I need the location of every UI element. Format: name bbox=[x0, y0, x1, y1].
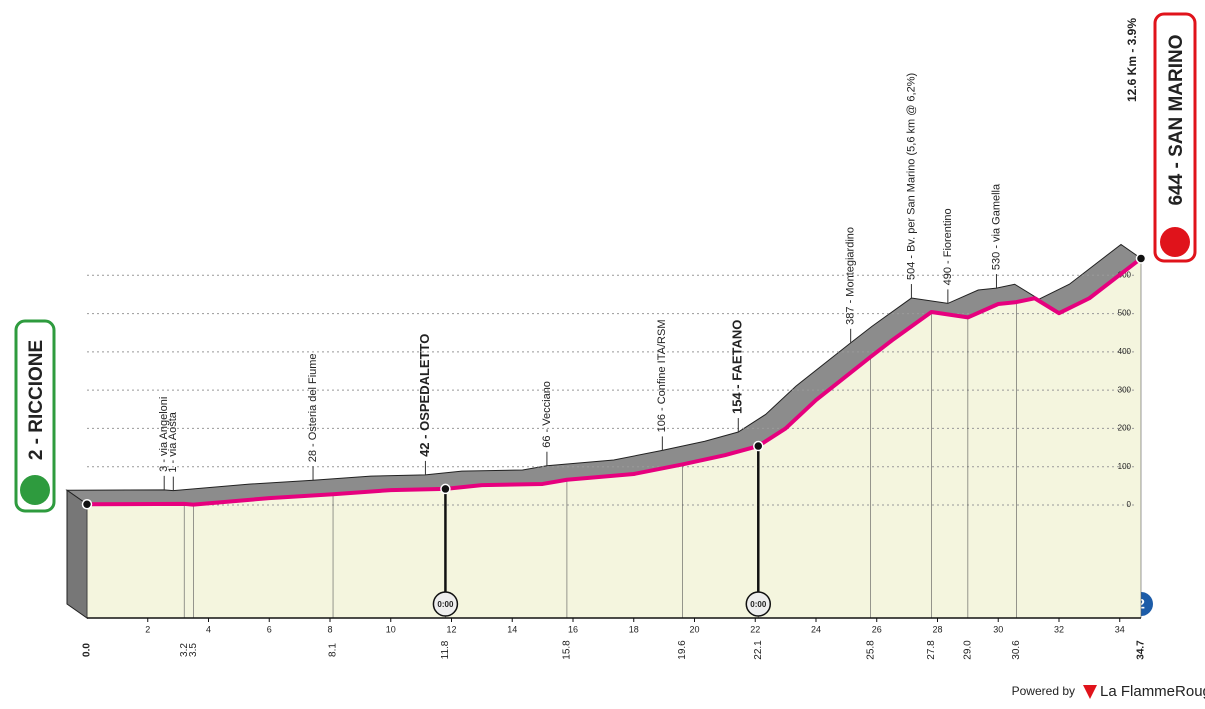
x-tick-label: 30 bbox=[993, 624, 1003, 634]
timer-label: 0:00 bbox=[437, 600, 454, 609]
x-tick-label: 18 bbox=[629, 624, 639, 634]
profile-side bbox=[66, 489, 88, 619]
y-tick-label: 0 bbox=[1127, 500, 1132, 509]
start-frame bbox=[14, 319, 56, 513]
y-tick-label: 200 bbox=[1118, 424, 1132, 433]
finish-icon bbox=[1160, 227, 1190, 257]
km-mark-label: 0.0 bbox=[82, 643, 93, 657]
km-mark-label: 30.6 bbox=[1011, 640, 1022, 660]
x-tick-label: 12 bbox=[446, 624, 456, 634]
y-tick-label: 600 bbox=[1118, 270, 1132, 279]
x-tick-label: 20 bbox=[689, 624, 699, 634]
start-label: 2 - RICCIONE bbox=[26, 340, 47, 460]
km-mark-label: 27.8 bbox=[926, 640, 937, 660]
waypoint-label: 66 - Vecciano bbox=[541, 381, 553, 448]
km-mark-label: 25.8 bbox=[865, 640, 876, 660]
footer-logo bbox=[1083, 685, 1097, 699]
x-tick-label: 24 bbox=[811, 624, 821, 634]
km-mark-label: 29.0 bbox=[963, 640, 974, 660]
km-mark-label: 8.1 bbox=[328, 643, 339, 657]
waypoint-label: 530 - via Gamella bbox=[990, 183, 1002, 270]
timer-icon bbox=[745, 591, 772, 617]
km-mark-label: 11.8 bbox=[440, 640, 451, 659]
waypoint-label: 154 - FAETANO bbox=[730, 320, 745, 414]
x-tick-label: 26 bbox=[872, 624, 882, 634]
profile-area bbox=[87, 258, 1141, 618]
x-tick-label: 32 bbox=[1054, 624, 1064, 634]
x-tick-label: 6 bbox=[267, 624, 272, 634]
x-tick-label: 4 bbox=[206, 624, 211, 634]
x-tick-label: 14 bbox=[507, 624, 517, 634]
x-tick-label: 34 bbox=[1115, 624, 1125, 634]
y-tick-label: 300 bbox=[1118, 385, 1132, 394]
finish-badge: 644 - SAN MARINO bbox=[1153, 12, 1197, 263]
footer-brand: La FlammeRouge bbox=[1100, 683, 1205, 700]
start-icon bbox=[20, 475, 50, 505]
x-tick-label: 16 bbox=[568, 624, 578, 634]
waypoint-label: 490 - Fiorentino bbox=[942, 208, 954, 285]
timer-label: 0:00 bbox=[750, 600, 767, 609]
footer-prefix: Powered by bbox=[1012, 684, 1075, 698]
timer-dot bbox=[440, 483, 451, 495]
y-tick-label: 100 bbox=[1118, 462, 1132, 471]
waypoint-label: 387 - Montegiardino bbox=[845, 227, 857, 325]
waypoint-label: 1 - via Aosta bbox=[167, 411, 179, 472]
start-dot bbox=[81, 498, 93, 510]
plot: 0 100 200 300 400 500 600 0.0 3.23.5 8.1 11.8 15.8 1… bbox=[65, 73, 1147, 660]
waypoint-label: 42 - OSPEDALETTO bbox=[417, 334, 432, 457]
x-tick-label: 8 bbox=[327, 624, 332, 634]
x-tick-label: 22 bbox=[750, 624, 760, 634]
waypoint-label: 504 - Bv. per San Marino (5,6 km @ 6,2%) bbox=[905, 73, 917, 280]
final-climb: 12.6 Km - 3.9% bbox=[1125, 18, 1139, 102]
km-mark-label: 3.5 bbox=[188, 643, 199, 657]
y-tick-label: 400 bbox=[1118, 347, 1132, 356]
waypoint-label: 28 - Osteria del Fiume bbox=[307, 353, 319, 462]
km-mark-label: 19.6 bbox=[677, 640, 688, 660]
timer-icon bbox=[432, 591, 459, 617]
x-tick-label: 28 bbox=[932, 624, 942, 634]
waypoint-label: 106 - Confine ITA/RSM bbox=[656, 320, 668, 433]
elevation-line bbox=[86, 256, 1143, 507]
y-tick-label: 500 bbox=[1118, 309, 1132, 318]
finish-dot bbox=[1135, 253, 1147, 264]
km-mark-label: 15.8 bbox=[562, 640, 573, 660]
x-tick-label: 2 bbox=[145, 624, 150, 634]
start-badge: 2 - RICCIONE bbox=[14, 319, 56, 513]
finish-label: 644 - SAN MARINO bbox=[1166, 34, 1187, 205]
waypoint-label: 3 - via Angeloni bbox=[158, 397, 170, 472]
km-mark-label: 3.2 bbox=[179, 643, 190, 657]
timer-dot bbox=[753, 440, 764, 452]
x-tick-label: 10 bbox=[386, 624, 396, 634]
km-mark-label: 22.1 bbox=[753, 640, 764, 660]
finish-frame bbox=[1153, 12, 1197, 263]
km-mark-label: 34.7 bbox=[1136, 640, 1147, 660]
